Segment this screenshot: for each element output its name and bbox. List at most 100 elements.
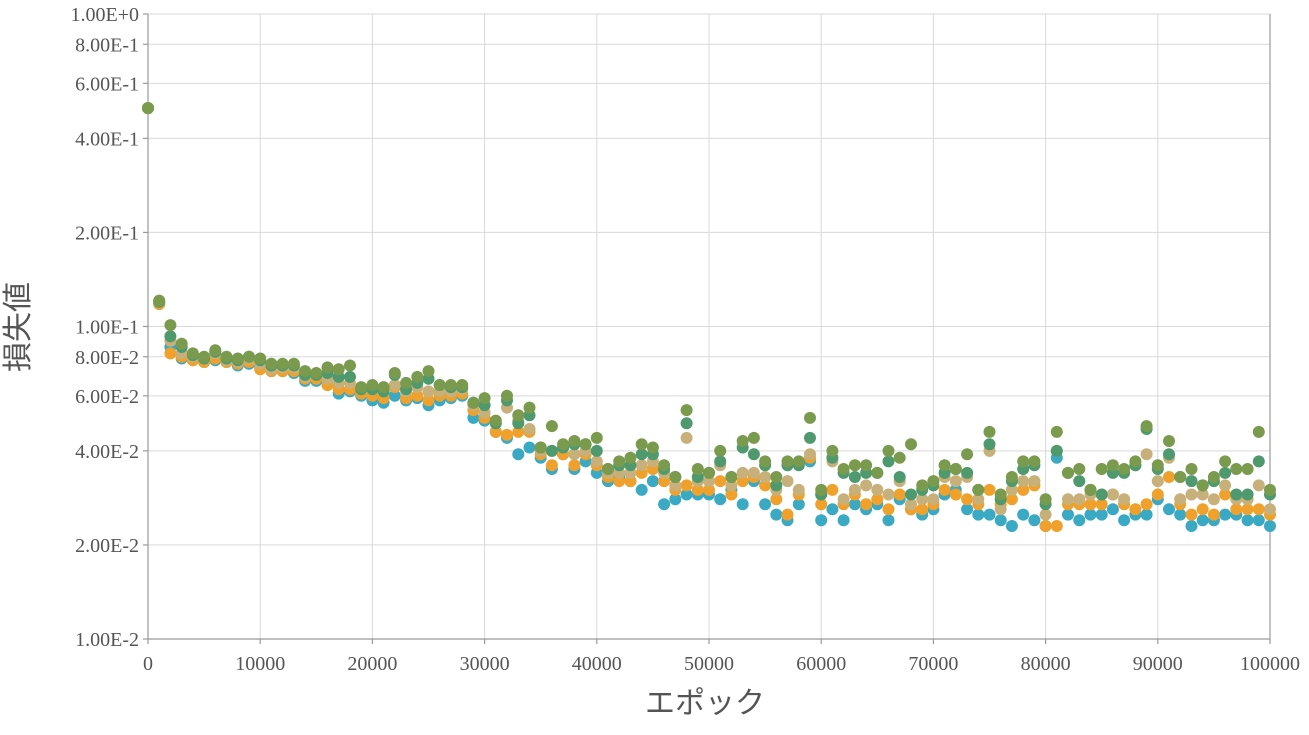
data-point <box>545 459 558 472</box>
data-point <box>1230 463 1243 475</box>
data-point <box>557 438 570 451</box>
data-point <box>545 444 558 457</box>
data-point <box>961 493 974 506</box>
data-point <box>276 357 289 370</box>
y-tick-label: 1.00E-2 <box>75 629 139 651</box>
data-point <box>983 483 996 496</box>
data-point <box>1129 455 1142 468</box>
y-tick-label: 8.00E-1 <box>75 34 139 56</box>
y-tick-label: 8.00E-2 <box>75 347 139 369</box>
data-point <box>804 431 816 444</box>
y-tick-label: 4.00E-1 <box>75 128 139 150</box>
grid-lines <box>148 13 1271 639</box>
data-point <box>826 444 839 457</box>
data-point <box>624 451 637 464</box>
data-point <box>792 498 805 511</box>
data-point <box>1219 488 1232 501</box>
data-point <box>501 428 513 441</box>
data-point <box>568 435 581 447</box>
axes <box>143 13 1271 644</box>
data-point <box>949 463 962 475</box>
data-point <box>344 359 356 372</box>
data-point <box>321 361 334 374</box>
data-point <box>714 475 727 488</box>
data-point <box>848 471 861 483</box>
data-point <box>703 475 715 488</box>
data-point <box>871 483 884 496</box>
data-point <box>848 498 861 511</box>
data-point <box>332 363 345 376</box>
data-point <box>826 503 839 516</box>
data-point <box>927 493 940 506</box>
data-point <box>1005 520 1018 532</box>
data-point <box>501 389 513 402</box>
series-5 <box>142 102 1276 506</box>
data-point <box>972 508 985 521</box>
data-point <box>961 466 974 479</box>
data-point <box>837 463 850 475</box>
data-point <box>613 455 626 468</box>
data-point <box>590 455 603 468</box>
data-point <box>1050 444 1063 457</box>
data-point <box>175 337 188 350</box>
data-point <box>927 475 940 488</box>
x-tick-label: 30000 <box>460 653 510 675</box>
data-point <box>243 350 255 363</box>
data-point <box>1084 483 1097 496</box>
data-point <box>725 479 738 492</box>
data-point <box>534 441 547 454</box>
data-point <box>691 463 704 475</box>
data-point <box>400 376 413 389</box>
data-point <box>916 503 929 516</box>
y-tick-label: 6.00E-1 <box>75 73 139 95</box>
data-point <box>658 475 671 488</box>
data-point <box>1017 475 1030 488</box>
data-point <box>848 459 861 472</box>
data-point <box>1230 503 1243 516</box>
data-point <box>523 423 536 435</box>
data-point <box>1073 463 1086 475</box>
data-point <box>680 431 693 444</box>
data-point <box>983 438 996 451</box>
y-tick-label: 1.00E+0 <box>71 4 140 26</box>
data-point <box>198 350 211 363</box>
data-point <box>893 471 906 483</box>
data-point <box>938 459 951 472</box>
data-point <box>456 379 469 391</box>
data-point <box>590 444 603 457</box>
data-point <box>882 503 895 516</box>
data-point <box>1073 493 1086 506</box>
data-point <box>1207 493 1220 506</box>
data-point <box>422 365 435 378</box>
x-tick-label: 10000 <box>235 653 285 675</box>
data-point <box>815 498 828 511</box>
data-point <box>961 503 974 516</box>
data-point <box>837 493 850 506</box>
data-point <box>770 471 783 483</box>
data-point <box>658 498 671 511</box>
data-point <box>1230 488 1243 501</box>
data-point <box>635 438 648 451</box>
data-point <box>1140 420 1153 433</box>
data-point <box>1073 475 1086 488</box>
data-point <box>669 479 682 492</box>
data-point <box>209 344 222 357</box>
x-tick-label: 60000 <box>796 653 846 675</box>
data-point <box>747 466 760 479</box>
data-point <box>635 483 648 496</box>
data-point <box>770 479 783 492</box>
data-point <box>646 441 659 454</box>
data-point <box>1151 475 1164 488</box>
data-point <box>1062 508 1074 521</box>
data-point <box>635 448 648 461</box>
data-point <box>1140 508 1153 521</box>
data-point <box>1207 471 1220 483</box>
data-point <box>1028 475 1041 488</box>
data-point <box>579 438 592 451</box>
data-point <box>478 392 491 405</box>
data-point <box>826 483 839 496</box>
data-point <box>781 475 794 488</box>
data-point <box>860 459 873 472</box>
y-tick-labels: 1.00E-2 2.00E-2 4.00E-2 6.00E-2 8.00E-2 1.00E… <box>71 4 140 651</box>
